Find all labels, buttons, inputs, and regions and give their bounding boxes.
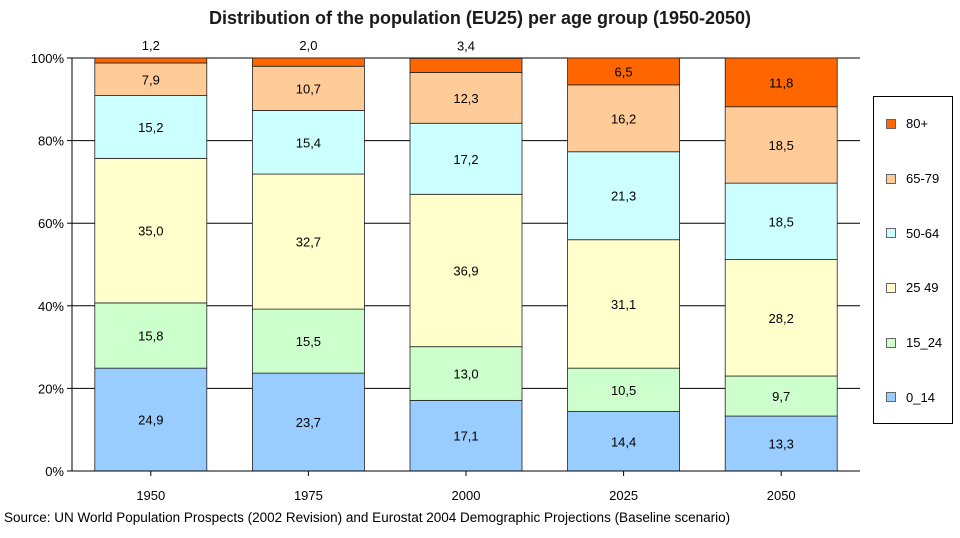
- bar-segment: [94, 302, 208, 369]
- data-label: 17,2: [453, 152, 478, 167]
- chart-title: Distribution of the population (EU25) pe…: [208, 8, 752, 28]
- data-label: 18,5: [769, 214, 794, 229]
- bar-segment: [724, 415, 838, 472]
- data-label: 16,2: [611, 111, 636, 126]
- bar-segment: [567, 411, 680, 472]
- data-label: 21,3: [611, 189, 636, 204]
- data-label: 2,0: [299, 38, 317, 53]
- x-tick-label: 1975: [294, 488, 323, 503]
- bar-segment: [724, 57, 838, 108]
- bar-segment: [567, 84, 680, 153]
- data-label: 9,7: [772, 389, 790, 404]
- y-tick-label: 40%: [38, 299, 64, 314]
- data-label: 35,0: [138, 224, 163, 239]
- bar-segment: [567, 151, 680, 241]
- bar-segment: [94, 157, 208, 304]
- data-label: 12,3: [453, 91, 478, 106]
- bar-segment: [94, 57, 208, 64]
- bar-segment: [251, 65, 365, 111]
- legend-label: 80+: [906, 116, 929, 132]
- legend-swatch: [886, 173, 896, 184]
- bars: 24,9 15,8 35,0 15,2 7,9 1,2 23,7 15,5 32,7 15,4 10…: [94, 38, 838, 472]
- axes: 0% 20% 40% 60% 80% 100% 1950 1975 2000 2025 2050: [31, 51, 860, 503]
- legend-item: 15_24: [886, 335, 942, 350]
- bar-segment: [724, 106, 838, 184]
- bar-segment: [251, 173, 365, 310]
- data-label: 31,1: [611, 297, 636, 312]
- bar-segment: [567, 239, 680, 369]
- data-label: 24,9: [138, 413, 163, 428]
- data-label: 10,7: [296, 81, 321, 96]
- bar-segment: [94, 95, 208, 159]
- data-label: 10,5: [611, 383, 636, 398]
- source-note: Source: UN World Population Prospects (2…: [4, 510, 731, 525]
- legend-swatch: [886, 282, 896, 293]
- data-label: 18,5: [769, 138, 794, 153]
- legend-item: 50-64: [886, 226, 939, 241]
- data-label: 17,1: [453, 429, 478, 444]
- legend-item: 80+: [886, 116, 928, 131]
- y-tick-label: 100%: [31, 51, 65, 66]
- bar-segment: [567, 367, 680, 412]
- data-label: 23,7: [296, 415, 321, 430]
- legend-item: 25 49: [886, 280, 939, 295]
- bar-segment: [251, 57, 365, 67]
- y-tick-label: 0%: [45, 464, 64, 479]
- bar-segment: [409, 122, 523, 195]
- legend-label: 0_14: [906, 389, 935, 405]
- x-tick-label: 1950: [136, 488, 165, 503]
- legend-label: 15_24: [906, 335, 943, 350]
- data-label: 15,5: [296, 334, 321, 349]
- bar-segment: [409, 58, 523, 73]
- bar-segment: [409, 399, 523, 472]
- legend-swatch: [886, 228, 896, 239]
- bar-segment: [724, 375, 838, 417]
- x-tick-label: 2050: [767, 488, 796, 503]
- data-label: 28,2: [769, 311, 794, 326]
- data-label: 7,9: [142, 72, 160, 87]
- legend-swatch: [886, 392, 896, 403]
- data-label: 32,7: [296, 235, 321, 250]
- bar-segment: [567, 57, 680, 86]
- bar-segment: [251, 110, 365, 175]
- data-label: 11,8: [769, 75, 793, 90]
- bar-segment: [94, 367, 208, 472]
- data-label: 15,4: [296, 135, 321, 150]
- bar-segment: [409, 193, 523, 348]
- bar-segment: [724, 182, 838, 260]
- bar-segment: [94, 62, 208, 96]
- legend: 80+ 65-79 50-64 25 49 15_24 0_14: [873, 96, 953, 424]
- legend-item: 0_14: [886, 390, 935, 405]
- legend-label: 65-79: [906, 171, 940, 186]
- x-tick-label: 2025: [609, 488, 638, 503]
- data-label: 1,2: [142, 38, 160, 53]
- legend-item: 65-79: [886, 171, 939, 186]
- legend-label: 25 49: [906, 280, 939, 296]
- data-label: 14,4: [611, 434, 636, 449]
- data-label: 15,8: [138, 329, 163, 344]
- bar-segment: [724, 259, 838, 377]
- data-label: 13,0: [453, 367, 478, 382]
- legend-swatch: [886, 118, 896, 129]
- y-tick-label: 80%: [38, 134, 64, 149]
- y-tick-label: 60%: [38, 216, 64, 231]
- bar-segment: [409, 346, 523, 401]
- data-label: 13,3: [769, 437, 794, 452]
- data-label: 3,4: [457, 38, 475, 53]
- legend-label: 50-64: [906, 225, 940, 241]
- x-tick-label: 2000: [452, 488, 481, 503]
- data-label: 36,9: [453, 263, 478, 278]
- legend-swatch: [886, 337, 896, 348]
- bar-segment: [251, 372, 365, 472]
- data-label: 6,5: [615, 64, 633, 79]
- data-label: 15,2: [138, 120, 163, 135]
- y-tick-label: 20%: [38, 381, 64, 396]
